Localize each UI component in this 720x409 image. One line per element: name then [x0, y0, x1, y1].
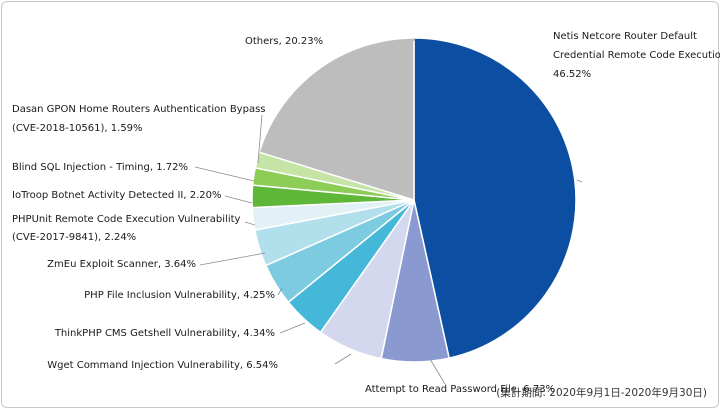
slice-label-10: Dasan GPON Home Routers Authentication B…: [12, 104, 266, 134]
slice-label-line: IoTroop Botnet Activity Detected II, 2.2…: [12, 190, 221, 201]
slice-label-line: Wget Command Injection Vulnerability, 6.…: [47, 360, 278, 371]
slice-label-line: PHP File Inclusion Vulnerability, 4.25%: [84, 290, 275, 301]
leader-line-3: [334, 353, 352, 365]
leader-line-6: [199, 252, 266, 266]
slice-label-line: Attempt to Read Password File, 6.73%: [365, 384, 555, 395]
slice-label-line: Blind SQL Injection - Timing, 1.72%: [12, 162, 188, 173]
slice-label-line: Credential Remote Code Execution,: [553, 50, 720, 61]
slice-label-5: PHP File Inclusion Vulnerability, 4.25%: [84, 290, 275, 301]
slice-label-line: ZmEu Exploit Scanner, 3.64%: [47, 259, 196, 270]
slice-label-line: Dasan GPON Home Routers Authentication B…: [12, 104, 266, 115]
slice-label-4: ThinkPHP CMS Getshell Vulnerability, 4.3…: [54, 328, 275, 339]
leader-line-5: [277, 287, 283, 296]
slice-label-11: Others, 20.23%: [245, 36, 323, 47]
slice-label-7: PHPUnit Remote Code Execution Vulnerabil…: [12, 214, 241, 243]
leader-line-9: [194, 166, 255, 182]
slice-label-1: Netis Netcore Router Default Credential R…: [553, 31, 720, 80]
slice-label-line: Others, 20.23%: [245, 36, 323, 47]
slice-label-8: IoTroop Botnet Activity Detected II, 2.2…: [12, 190, 221, 201]
slice-label-9: Blind SQL Injection - Timing, 1.72%: [12, 162, 188, 173]
slice-label-3: Wget Command Injection Vulnerability, 6.…: [47, 360, 278, 371]
slice-label-line: Netis Netcore Router Default: [553, 31, 697, 42]
slice-label-line: ThinkPHP CMS Getshell Vulnerability, 4.3…: [54, 328, 275, 339]
leader-line-4: [279, 322, 306, 334]
pie-slice-11: [258, 37, 415, 202]
period-note: (集計期間: 2020年9月1日-2020年9月30日): [496, 386, 707, 399]
slice-label-line: PHPUnit Remote Code Execution Vulnerabil…: [12, 214, 241, 225]
pie-slice-1: [413, 37, 577, 360]
slice-label-2: Attempt to Read Password File, 6.73%: [365, 384, 555, 395]
slice-label-line: (CVE-2018-10561), 1.59%: [12, 123, 143, 134]
leader-line-7: [244, 221, 256, 226]
leader-line-8: [224, 195, 253, 204]
slice-label-line: (CVE-2017-9841), 2.24%: [12, 232, 136, 243]
leader-line-2: [429, 358, 446, 385]
leader-line-10: [257, 114, 263, 164]
slice-label-6: ZmEu Exploit Scanner, 3.64%: [47, 259, 196, 270]
slice-label-line: 46.52%: [553, 69, 591, 80]
leader-line-1: [576, 179, 583, 183]
